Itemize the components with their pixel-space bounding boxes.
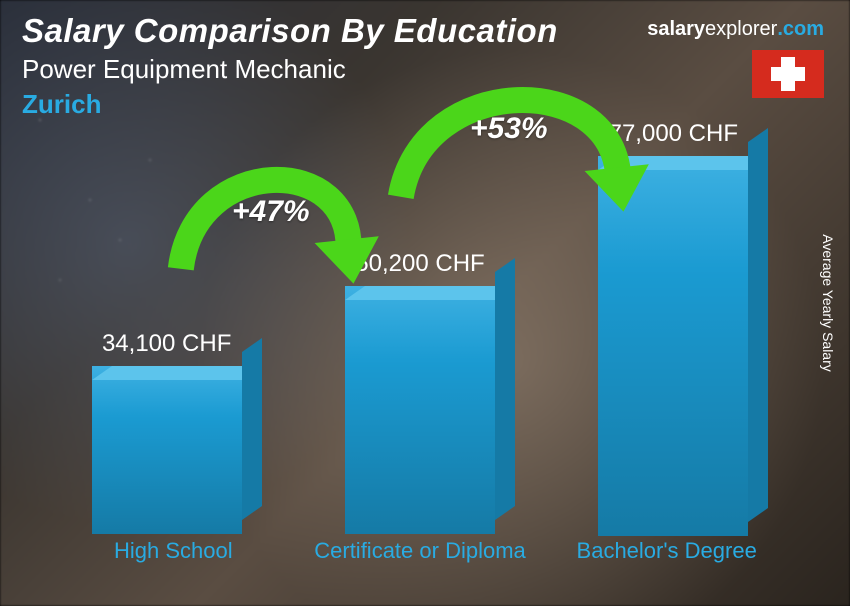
bar-value-label: 50,200 CHF [355,250,484,278]
brand-mid: explorer [705,18,777,40]
bar-value-label: 77,000 CHF [609,120,738,148]
header: Salary Comparison By Education Power Equ… [22,12,828,120]
x-label: Bachelor's Degree [543,538,790,588]
increase-percent-label: +47% [232,195,310,229]
bar-shape [92,366,242,534]
brand-dotcom: .com [777,18,824,40]
bar-0: 34,100 CHF [50,120,283,534]
y-axis-label: Average Yearly Salary [820,234,836,372]
bar-shape [598,156,748,536]
bar-2: 77,000 CHF [557,120,790,534]
switzerland-flag-icon [752,50,824,98]
bars-container: 34,100 CHF 50,200 CHF 77,000 CHF [50,120,790,534]
subtitle-job: Power Equipment Mechanic [22,54,828,85]
bar-shape [345,286,495,534]
bar-value-label: 34,100 CHF [102,330,231,358]
subtitle-location: Zurich [22,89,828,120]
x-label: Certificate or Diploma [297,538,544,588]
bar-1: 50,200 CHF [303,120,536,534]
brand-strong: salary [647,18,705,40]
x-label: High School [50,538,297,588]
x-labels-container: High SchoolCertificate or DiplomaBachelo… [50,538,790,588]
bar-chart: 34,100 CHF 50,200 CHF 77,000 CHF High Scho… [50,120,790,588]
brand-logo-text: salaryexplorer.com [647,18,824,41]
